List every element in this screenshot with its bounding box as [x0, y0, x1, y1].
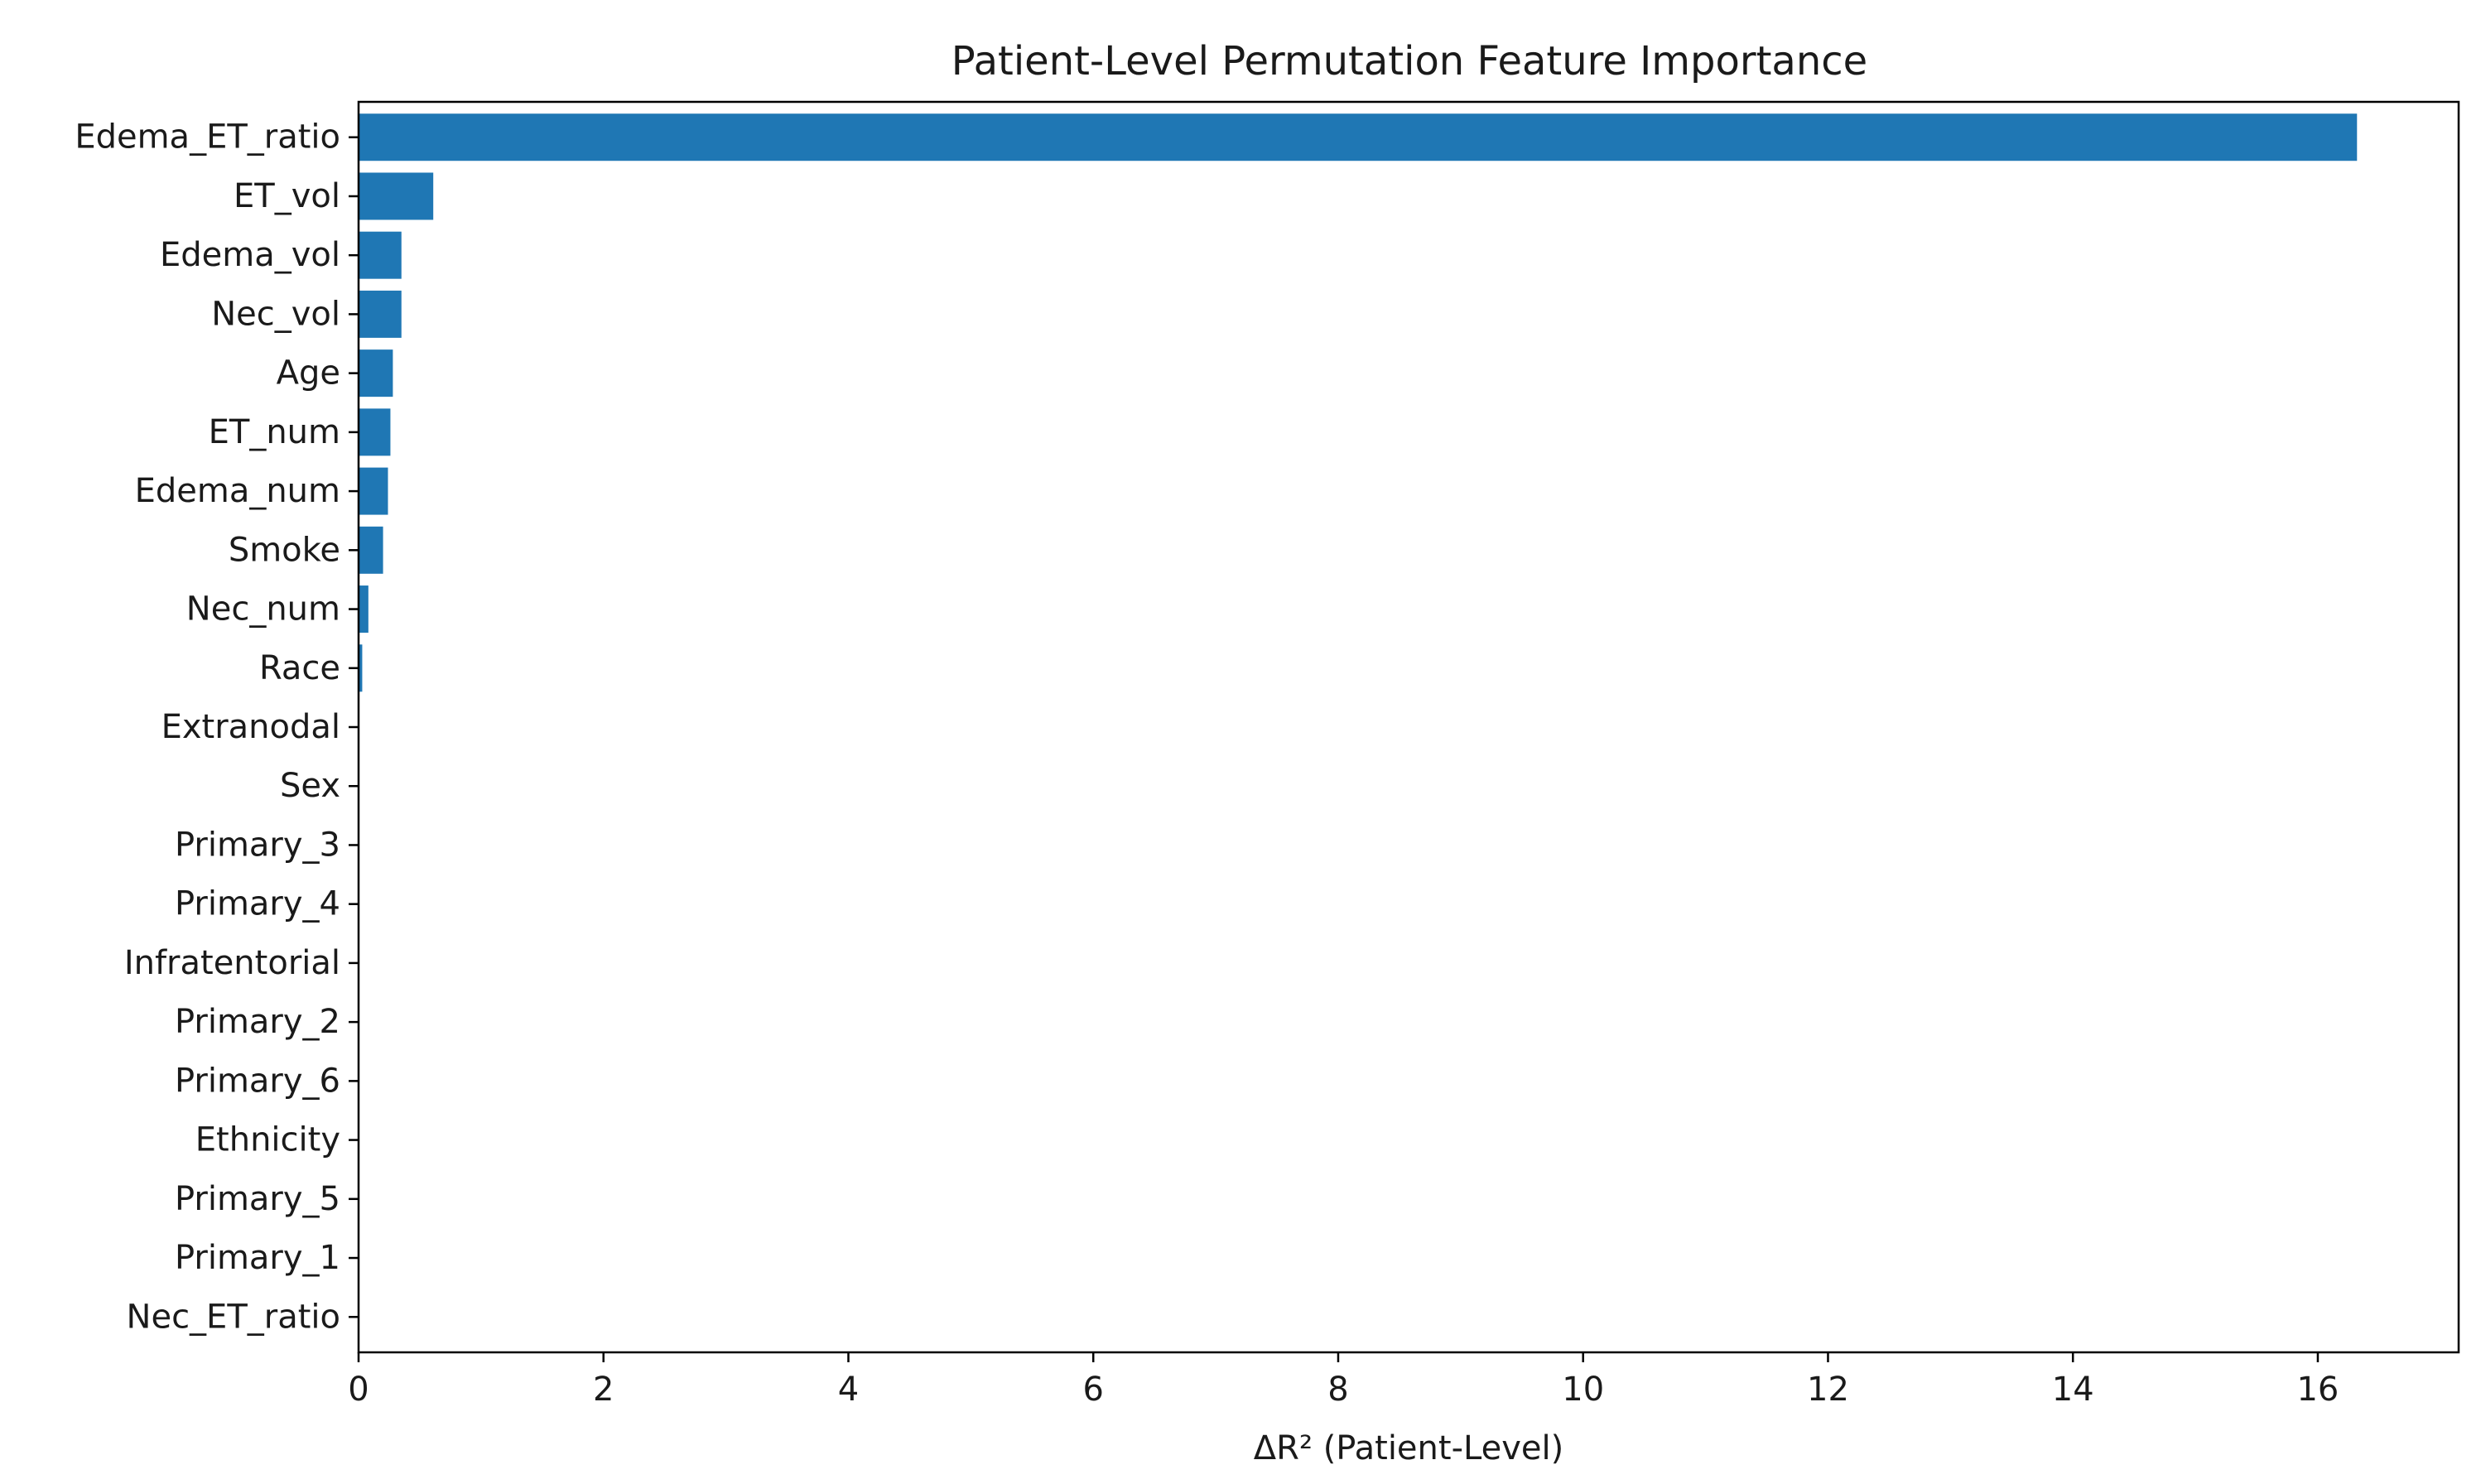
y-tick-label: Race	[259, 649, 340, 687]
plot-frame	[357, 100, 2460, 1354]
y-tick-label: Age	[277, 354, 340, 393]
y-tick-label: Infratentorial	[124, 944, 340, 982]
y-tick-label: ET_num	[209, 413, 340, 451]
y-axis: Edema_ET_ratio ET_vol Edema_vol Nec_vol Age E…	[75, 118, 359, 1336]
bar-et-vol	[359, 172, 434, 220]
y-tick-label: Primary_4	[175, 885, 340, 923]
x-tick-label: 8	[1327, 1371, 1348, 1409]
bar-edema-vol	[359, 231, 402, 279]
bar-smoke	[359, 526, 383, 574]
bar-nec-num	[359, 585, 369, 634]
y-tick-label: Extranodal	[161, 708, 340, 746]
bar-edema-et-ratio	[359, 113, 2358, 161]
x-tick-label: 16	[2296, 1371, 2339, 1409]
bar-edema-num	[359, 467, 388, 515]
x-tick-label: 14	[2052, 1371, 2094, 1409]
y-tick-label: Edema_vol	[160, 236, 340, 274]
y-tick-label: Primary_3	[175, 826, 340, 864]
y-tick-label: Smoke	[229, 531, 340, 569]
y-tick-label: Ethnicity	[195, 1121, 340, 1159]
chart-title: Patient-Level Permutation Feature Import…	[951, 38, 1867, 84]
y-tick-label: Edema_ET_ratio	[75, 118, 340, 157]
y-tick-label: Primary_6	[175, 1062, 340, 1100]
y-tick-label: Nec_ET_ratio	[127, 1298, 340, 1336]
bar-nec-vol	[359, 290, 402, 338]
x-tick-label: 4	[838, 1371, 859, 1409]
y-tick-label: Edema_num	[135, 472, 340, 510]
x-tick-label: 12	[1807, 1371, 1849, 1409]
bar-age	[359, 349, 393, 398]
x-tick-label: 0	[348, 1371, 369, 1409]
y-tick-label: Nec_num	[186, 590, 340, 629]
y-tick-label: Sex	[280, 767, 340, 805]
bars-layer	[359, 113, 2358, 692]
y-tick-label: Primary_5	[175, 1180, 340, 1218]
y-tick-label: Primary_2	[175, 1003, 340, 1041]
y-tick-label: Nec_vol	[211, 295, 340, 333]
x-tick-label: 2	[593, 1371, 614, 1409]
bar-et-num	[359, 408, 391, 456]
y-tick-label: Primary_1	[175, 1239, 340, 1277]
x-tick-label: 10	[1562, 1371, 1604, 1409]
x-axis: 0 2 4 6 8 10 12 14 16	[348, 1352, 2339, 1409]
x-tick-label: 6	[1083, 1371, 1104, 1409]
bar-race	[359, 644, 363, 692]
x-axis-label: ΔR² (Patient-Level)	[1254, 1429, 1563, 1467]
y-tick-label: ET_vol	[234, 177, 340, 215]
